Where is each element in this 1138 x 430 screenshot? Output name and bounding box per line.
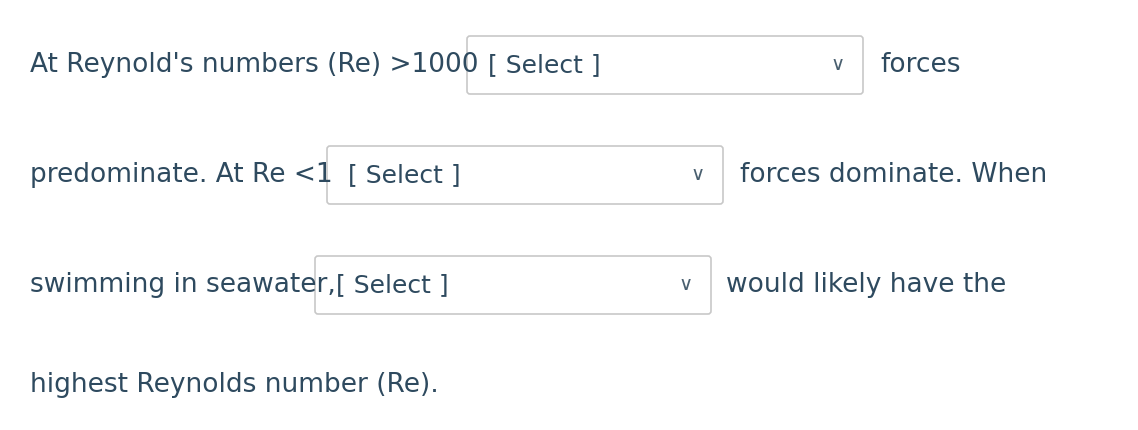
- Text: ∨: ∨: [831, 55, 846, 74]
- FancyBboxPatch shape: [467, 36, 863, 94]
- Text: highest Reynolds number (Re).: highest Reynolds number (Re).: [30, 372, 439, 398]
- Text: predominate. At Re <1: predominate. At Re <1: [30, 162, 332, 188]
- FancyBboxPatch shape: [327, 146, 723, 204]
- Text: ∨: ∨: [691, 166, 706, 184]
- FancyBboxPatch shape: [315, 256, 711, 314]
- Text: forces: forces: [880, 52, 960, 78]
- Text: At Reynold's numbers (Re) >1000: At Reynold's numbers (Re) >1000: [30, 52, 478, 78]
- Text: ∨: ∨: [679, 276, 693, 295]
- Text: swimming in seawater,: swimming in seawater,: [30, 272, 336, 298]
- Text: [ Select ]: [ Select ]: [348, 163, 461, 187]
- Text: [ Select ]: [ Select ]: [336, 273, 448, 297]
- Text: [ Select ]: [ Select ]: [488, 53, 601, 77]
- Text: forces dominate. When: forces dominate. When: [740, 162, 1047, 188]
- Text: would likely have the: would likely have the: [726, 272, 1006, 298]
